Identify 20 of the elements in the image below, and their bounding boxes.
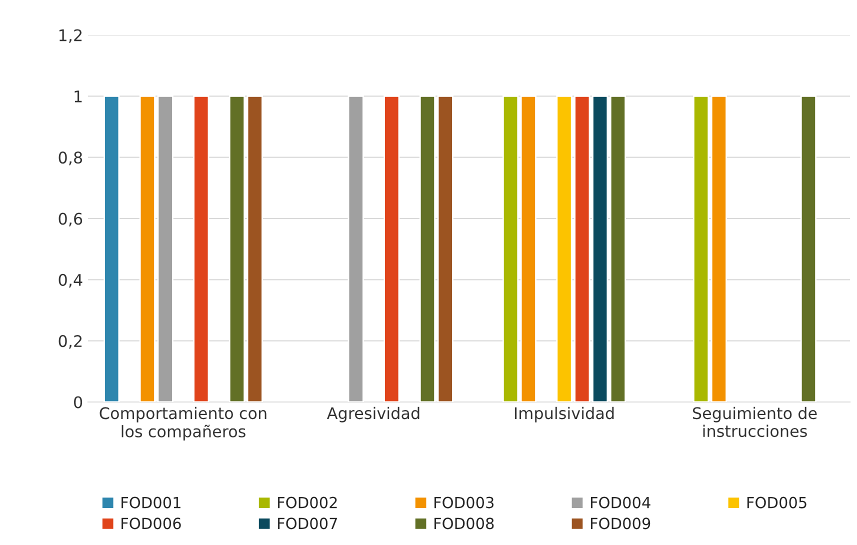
x-tick-label: Agresividad	[326, 406, 420, 422]
legend-label: FOD005	[747, 496, 806, 508]
y-tick-label: 1	[74, 90, 82, 102]
x-tick-label: Comportamiento con los compañeros	[100, 406, 266, 441]
legend-label: FOD003	[434, 496, 494, 508]
x-tick-label: Impulsividad	[514, 406, 614, 422]
legend-label: FOD004	[590, 496, 650, 508]
y-tick-label: 0,2	[58, 335, 82, 349]
legend-label: FOD006	[122, 518, 181, 530]
legend-label: FOD002	[278, 496, 337, 508]
y-tick-label: 1,2	[59, 29, 82, 43]
y-tick-label: 0,6	[58, 212, 82, 226]
legend-label: FOD008	[434, 518, 494, 530]
y-tick-label: 0,4	[58, 274, 82, 288]
legend-label: FOD007	[278, 518, 337, 530]
legend-label: FOD009	[590, 518, 650, 530]
x-tick-label: Seguimiento de instrucciones	[692, 406, 817, 438]
y-tick-label: 0,8	[58, 152, 82, 166]
legend-label: FOD001	[122, 496, 180, 508]
y-tick-label: 0	[74, 396, 82, 408]
